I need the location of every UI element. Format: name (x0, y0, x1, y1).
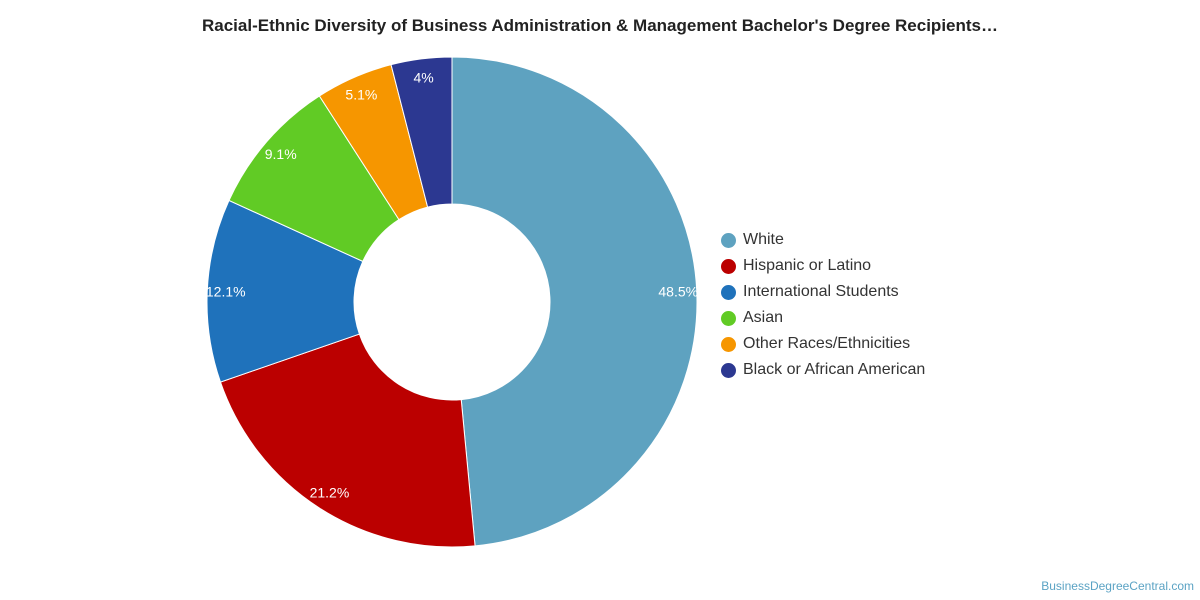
legend-item-1[interactable]: Hispanic or Latino (721, 253, 925, 279)
slice-label-1: 21.2% (310, 484, 350, 500)
slice-5[interactable] (390, 56, 453, 208)
legend-item-3[interactable]: Asian (721, 305, 925, 331)
labels-group: 48.5% 21.2% 12.1% 9.1% 5.1% 4% (206, 69, 698, 500)
legend-label-4: Other Races/Ethnicities (743, 335, 911, 352)
legend-item-0[interactable]: White (721, 227, 925, 253)
slice-label-0: 48.5% (658, 283, 698, 299)
legend-swatch-3 (721, 310, 736, 326)
legend-item-2[interactable]: International Students (721, 279, 925, 305)
legend-item-5[interactable]: Black or African American (721, 357, 925, 383)
legend-label-5: Black or African American (743, 361, 926, 378)
legend-label-0: White (743, 231, 784, 248)
chart-title: Racial-Ethnic Diversity of Business Admi… (201, 16, 998, 35)
slice-2[interactable] (206, 199, 364, 383)
legend-label-2: International Students (743, 283, 899, 300)
legend-swatch-0 (721, 232, 736, 248)
legend-swatch-5 (721, 362, 736, 378)
legend-label-3: Asian (743, 309, 784, 326)
slice-1[interactable] (219, 333, 476, 548)
legend: White Hispanic or Latino International Stu… (721, 227, 925, 383)
legend-swatch-2 (721, 284, 736, 300)
slice-label-5: 4% (413, 69, 433, 85)
legend-label-1: Hispanic or Latino (743, 257, 872, 274)
legend-swatch-4 (721, 336, 736, 352)
slices-group (206, 56, 698, 548)
legend-item-4[interactable]: Other Races/Ethnicities (721, 331, 925, 357)
slice-label-4: 5.1% (345, 86, 377, 102)
slice-0[interactable] (451, 56, 698, 547)
legend-swatch-1 (721, 258, 736, 274)
slice-label-2: 12.1% (206, 283, 246, 299)
slice-label-3: 9.1% (265, 146, 297, 162)
source-credit[interactable]: BusinessDegreeCentral.com (1041, 579, 1194, 593)
